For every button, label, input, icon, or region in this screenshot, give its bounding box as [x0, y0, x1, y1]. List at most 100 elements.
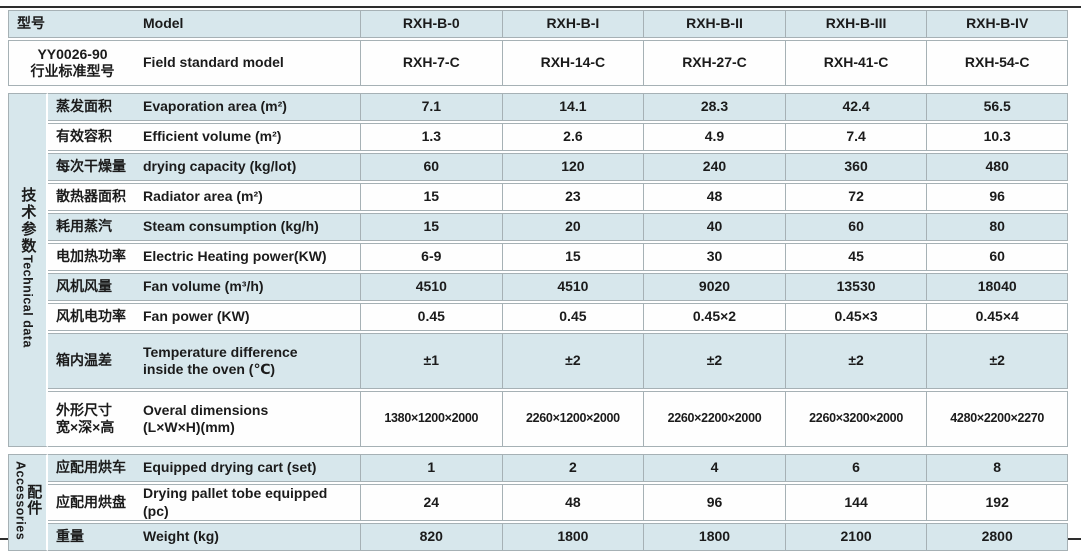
value-cell: 7.4 [784, 123, 927, 151]
value-cell: 45 [784, 243, 927, 271]
value-cell: 1.3 [360, 123, 502, 151]
group-spacer-cell [8, 88, 1068, 91]
table-row: 散热器面积 Radiator area (m²) 15 23 48 72 96 [8, 183, 1068, 211]
header-row: 型号 Model RXH-B-0 RXH-B-I RXH-B-II RXH-B-… [8, 10, 1068, 38]
row-label-cn-text: 耗用蒸汽 [56, 218, 112, 235]
row-label-en-text2: inside the oven (℃) [143, 361, 276, 377]
value-cell: 120 [501, 153, 644, 181]
row-label-en: Weight (kg) [138, 523, 360, 551]
value-cell: 7.1 [360, 93, 502, 121]
header-label-en: Model [138, 10, 360, 38]
value-cell: 14.1 [501, 93, 644, 121]
row-label-cn-text2: 宽×深×高 [56, 419, 115, 435]
spec-table: 型号 Model RXH-B-0 RXH-B-I RXH-B-II RXH-B-… [8, 8, 1068, 553]
row-label-en-text: Drying pallet tobe equipped (pc) [143, 485, 328, 519]
value-cell: 2.6 [501, 123, 644, 151]
table-row: 风机电功率 Fan power (KW) 0.45 0.45 0.45×2 0.45×3 0… [8, 303, 1068, 331]
row-label-cn: 风机风量 [48, 273, 138, 301]
row-label-cn: 应配用烘盘 [48, 484, 138, 521]
group-label-cn: 技术参数 [19, 187, 37, 256]
table-row: 电加热功率 Electric Heating power(KW) 6-9 15 30 45… [8, 243, 1068, 271]
standard-row: YY0026-90 行业标准型号 Field standard model RX… [8, 40, 1068, 86]
value-cell: 0.45 [360, 303, 502, 331]
row-label-en-text: Equipped drying cart (set) [143, 459, 317, 476]
value-cell: 4510 [501, 273, 644, 301]
standard-value: RXH-7-C [360, 40, 502, 86]
value-cell: 80 [926, 213, 1068, 241]
value-cell: 4 [643, 454, 785, 482]
value-cell: 192 [926, 484, 1068, 521]
value-cell: 8 [926, 454, 1068, 482]
row-label-en: Temperature difference inside the oven (℃… [138, 333, 360, 389]
group-vertical-label: 技术参数Technical data [19, 187, 37, 348]
top-rule [0, 6, 1081, 8]
row-label-en: Fan volume (m³/h) [138, 273, 360, 301]
value-cell: 2260×3200×2000 [784, 391, 927, 447]
table-row: 配件 Accessories 应配用烘车 Equipped drying cart (… [8, 454, 1068, 551]
row-label-cn: 有效容积 [48, 123, 138, 151]
row-label-cn: 外形尺寸 宽×深×高 [48, 391, 138, 447]
column-header-model-2: RXH-B-II [643, 10, 785, 38]
value-cell: 56.5 [926, 93, 1068, 121]
column-header-model-3: RXH-B-III [784, 10, 927, 38]
row-label-en: Electric Heating power(KW) [138, 243, 360, 271]
value-cell: 360 [784, 153, 927, 181]
value-cell: 6-9 [360, 243, 502, 271]
value-cell: 28.3 [643, 93, 785, 121]
value-cell: 240 [643, 153, 785, 181]
group-spacer [8, 88, 1068, 91]
row-label-cn: 风机电功率 [48, 303, 138, 331]
group-label-accessories: 配件 Accessories [8, 454, 48, 551]
table-row: 耗用蒸汽 Steam consumption (kg/h) 15 20 40 60 80 [8, 213, 1068, 241]
value-cell: 1800 [501, 523, 644, 551]
row-label-en: Radiator area (m²) [138, 183, 360, 211]
row-label-en-text: Fan power (KW) [143, 308, 250, 325]
group-label-cn: 配件 [25, 484, 43, 517]
row-label-cn-text: 外形尺寸 [56, 401, 112, 418]
value-cell: 0.45×4 [926, 303, 1068, 331]
row-label-en-text: Steam consumption (kg/h) [143, 218, 319, 235]
value-cell: 13530 [784, 273, 927, 301]
value-cell: ±1 [360, 333, 502, 389]
header-label-cn: 型号 [8, 10, 138, 38]
value-cell: 48 [501, 484, 644, 521]
row-label-en: Drying pallet tobe equipped (pc) [138, 484, 360, 521]
row-label-en-text: Efficient volume (m²) [143, 128, 282, 145]
row-label-en: Efficient volume (m²) [138, 123, 360, 151]
standard-value: RXH-27-C [643, 40, 785, 86]
table-row: 风机风量 Fan volume (m³/h) 4510 4510 9020 13530 18… [8, 273, 1068, 301]
value-cell: 18040 [926, 273, 1068, 301]
value-cell: 23 [501, 183, 644, 211]
value-cell: 1380×1200×2000 [360, 391, 502, 447]
row-label-en: Steam consumption (kg/h) [138, 213, 360, 241]
standard-value: RXH-41-C [784, 40, 927, 86]
value-cell: 2 [501, 454, 644, 482]
value-cell: 10.3 [926, 123, 1068, 151]
row-label-en-text: drying capacity (kg/lot) [143, 158, 297, 175]
row-label-cn: 箱内温差 [48, 333, 138, 389]
value-cell: 4280×2200×2270 [926, 391, 1068, 447]
row-label-en-text: Overal dimensions [143, 401, 269, 418]
row-label-en: Equipped drying cart (set) [138, 454, 360, 482]
row-label-cn-text: 有效容积 [56, 128, 112, 145]
value-cell: 24 [360, 484, 502, 521]
column-header-model-4: RXH-B-IV [926, 10, 1068, 38]
standard-code: YY0026-90 [37, 45, 108, 62]
table-row: 有效容积 Efficient volume (m²) 1.3 2.6 4.9 7.4 10.… [8, 123, 1068, 151]
row-label-cn-text: 电加热功率 [56, 248, 126, 265]
value-cell: 480 [926, 153, 1068, 181]
value-cell: ±2 [643, 333, 785, 389]
value-cell: 15 [360, 213, 502, 241]
row-label-cn: 应配用烘车 [48, 454, 138, 482]
row-label-en-text: Temperature difference [143, 343, 298, 360]
row-label-cn-text: 应配用烘车 [56, 459, 126, 476]
row-label-en-text: Radiator area (m²) [143, 188, 263, 205]
value-cell: 2260×1200×2000 [501, 391, 644, 447]
row-label-cn-text: 每次干燥量 [56, 158, 126, 175]
table-row: 外形尺寸 宽×深×高 Overal dimensions (L×W×H)(mm) 138… [8, 391, 1068, 447]
value-cell: 1 [360, 454, 502, 482]
value-cell: ±2 [501, 333, 644, 389]
row-label-cn: 耗用蒸汽 [48, 213, 138, 241]
column-header-model-0: RXH-B-0 [360, 10, 502, 38]
row-label-en-text: Evaporation area (m²) [143, 98, 287, 115]
